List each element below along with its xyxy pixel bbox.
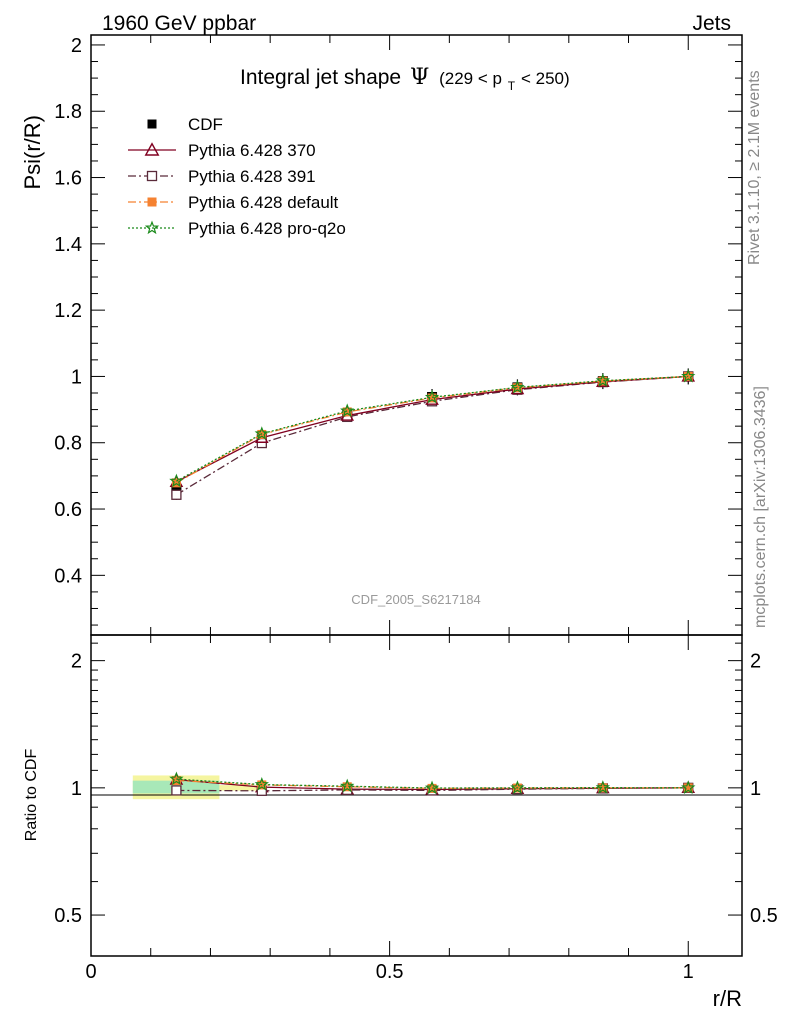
ratio-ylabel: Ratio to CDF — [23, 749, 40, 842]
x-tick-label: 0.5 — [376, 961, 404, 983]
legend-label: Pythia 6.428 default — [188, 193, 339, 212]
main-y-tick-label: 1.8 — [54, 101, 82, 123]
series-marker — [342, 407, 352, 417]
ratio-series — [169, 771, 696, 796]
series-marker — [427, 393, 437, 403]
legend-label: Pythia 6.428 391 — [188, 167, 316, 186]
legend-marker — [144, 142, 160, 156]
series-marker — [169, 473, 184, 488]
ratio-series-marker — [171, 785, 182, 796]
ratio-series-marker — [595, 780, 611, 794]
main-y-ticks: 0.4 0.6 0.8 1 1.2 1.4 1.6 1.8 2 — [54, 35, 742, 626]
ratio-series-marker — [340, 778, 355, 793]
series-marker — [340, 403, 355, 418]
main-y-tick-label: 0.8 — [54, 433, 82, 455]
main-x-ticks — [150, 35, 689, 635]
ratio-y-tick-label: 2 — [71, 651, 82, 673]
legend-label: Pythia 6.428 370 — [188, 141, 316, 160]
series-marker — [424, 389, 440, 404]
header-left: 1960 GeV ppbar — [102, 12, 256, 35]
legend-marker — [144, 220, 160, 235]
main-series — [169, 368, 696, 500]
chart-title-range-end: < 250) — [521, 69, 570, 88]
series-marker — [171, 489, 182, 500]
ratio-y-tick-label-right: 0.5 — [750, 905, 778, 927]
rivet-label: Rivet 3.1.10, ≥ 2.1M events — [746, 70, 763, 265]
ratio-bands — [132, 775, 265, 800]
series-marker — [171, 478, 181, 488]
ratio-series-marker — [169, 771, 184, 786]
legend-label: Pythia 6.428 pro-q2o — [188, 219, 346, 238]
x-tick-label: 1 — [683, 961, 694, 983]
ratio-frame — [90, 634, 743, 957]
series-line — [176, 375, 689, 482]
main-y-tick-label: 1 — [71, 366, 82, 388]
ratio-y-tick-label: 0.5 — [54, 905, 82, 927]
ratio-series-marker — [510, 780, 525, 794]
ratio-band-tail — [219, 785, 265, 791]
chart-title-range-sub: T — [508, 79, 516, 93]
ratio-y-tick-label-right: 2 — [750, 651, 761, 673]
main-y-tick-label: 1.6 — [54, 168, 82, 190]
series-marker — [595, 373, 611, 387]
x-tick-label: 0 — [85, 961, 96, 983]
series-marker — [598, 376, 608, 386]
header-right: Jets — [692, 12, 731, 35]
ratio-y-ticks: 0.5 0.5 1 1 2 2 — [54, 642, 778, 927]
series-marker — [510, 379, 525, 394]
main-y-tick-label: 0.4 — [54, 565, 82, 587]
legend-marker — [146, 170, 158, 182]
ratio-series-line — [176, 778, 689, 789]
main-y-tick-label: 0.6 — [54, 499, 82, 521]
ratio-y-tick-label: 1 — [71, 778, 82, 800]
ratio-panel: 0.5 0.51 12 2 0 0.5 1 Ratio to CDF r/R — [23, 634, 778, 1011]
ratio-y-tick-label-right: 1 — [750, 778, 761, 800]
ratio-series-marker — [681, 780, 696, 794]
legend-marker — [147, 197, 157, 207]
watermark: CDF_2005_S6217184 — [351, 592, 480, 607]
ratio-series-marker — [254, 777, 269, 791]
ratio-series-marker — [427, 783, 437, 793]
mcplots-label: mcplots.cern.ch [arXiv:1306.3436] — [752, 386, 769, 628]
chart-title-text: Integral jet shape — [240, 66, 401, 89]
x-axis-label: r/R — [713, 986, 742, 1011]
main-ylabel: Psi(r/R) — [20, 115, 45, 190]
ratio-series-marker — [598, 783, 608, 793]
ratio-series-marker — [171, 775, 181, 785]
ratio-series-marker — [424, 780, 440, 795]
ratio-series-marker — [342, 782, 352, 792]
legend: CDF Pythia 6.428 370 Pythia 6.428 391 Pythi… — [128, 115, 346, 238]
main-y-tick-label: 2 — [71, 35, 82, 57]
legend-marker — [147, 119, 157, 129]
main-panel: 0.4 0.6 0.8 1 1.2 1.4 1.6 1.8 2 Psi(r/R) Integra… — [20, 34, 743, 636]
legend-label: CDF — [188, 115, 223, 134]
main-y-tick-label: 1.4 — [54, 234, 82, 256]
main-y-tick-label: 1.2 — [54, 300, 82, 322]
chart-title-range: (229 < p — [439, 69, 502, 88]
series-marker — [254, 426, 269, 440]
series-marker — [681, 368, 696, 383]
chart-title: Integral jet shape Ψ (229 < p T < 250) — [240, 65, 570, 95]
chart-title-symbol: Ψ — [410, 65, 429, 90]
ratio-x-ticks: 0 0.5 1 — [85, 635, 694, 983]
